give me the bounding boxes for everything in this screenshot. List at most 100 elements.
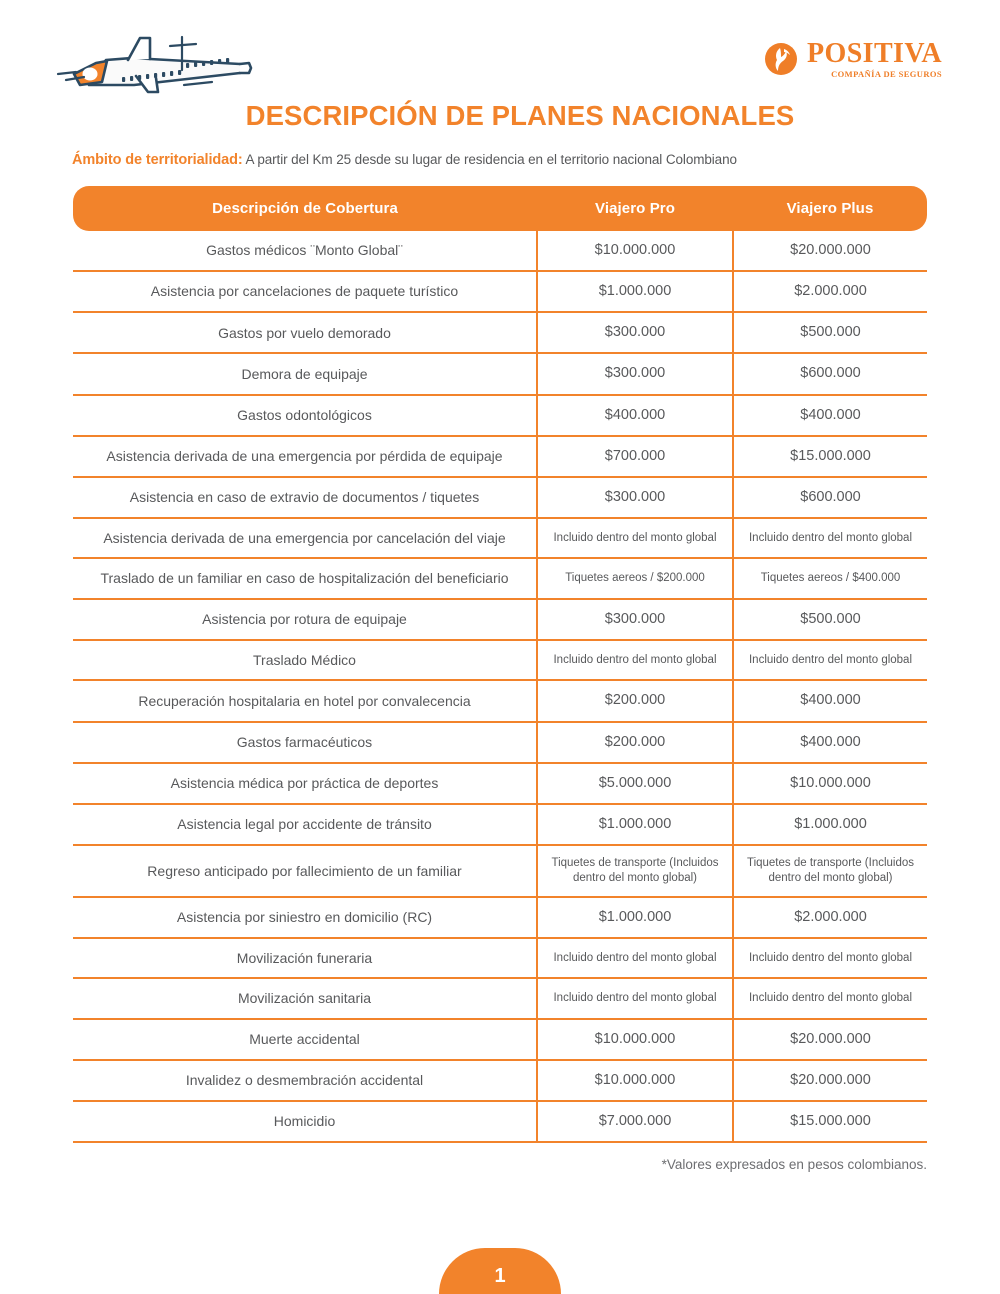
- table-body: Gastos médicos ¨Monto Global¨ $10.000.000…: [73, 231, 927, 1144]
- column-header-description: Descripción de Cobertura: [73, 186, 537, 231]
- page-header: POSITIVA COMPAÑÍA DE SEGUROS DESCRIPCIÓN…: [0, 0, 1000, 140]
- scope-label: Ámbito de territorialidad:: [72, 152, 243, 168]
- coverage-description-cell: Invalidez o desmembración accidental: [73, 1059, 537, 1103]
- viajero-plus-value-cell: Tiquetes de transporte (Incluidos dentro…: [732, 844, 927, 898]
- viajero-plus-value-cell: $15.000.000: [732, 1101, 927, 1144]
- coverage-description-cell: Gastos odontológicos: [73, 394, 537, 437]
- viajero-pro-value-cell: $10.000.000: [536, 231, 733, 273]
- table-row: Demora de equipaje $300.000 $600.000: [73, 353, 927, 396]
- coverage-description-cell: Asistencia por siniestro en domicilio (R…: [73, 896, 537, 939]
- column-header-viajero-pro: Viajero Pro: [537, 186, 733, 231]
- coverage-description-cell: Asistencia médica por práctica de deport…: [73, 762, 537, 805]
- viajero-pro-value-cell: $7.000.000: [536, 1101, 733, 1144]
- column-header-viajero-plus: Viajero Plus: [733, 186, 927, 231]
- viajero-pro-value-cell: $5.000.000: [536, 762, 733, 805]
- viajero-pro-value-cell: $200.000: [536, 721, 733, 764]
- table-row: Asistencia por rotura de equipaje $300.00…: [73, 598, 927, 641]
- coverage-table: Descripción de Cobertura Viajero Pro Via…: [73, 186, 927, 1144]
- table-row: Gastos odontológicos $400.000 $400.000: [73, 394, 927, 437]
- viajero-plus-value-cell: Incluido dentro del monto global: [732, 517, 927, 560]
- viajero-plus-value-cell: $600.000: [732, 476, 927, 519]
- viajero-pro-value-cell: Tiquetes aereos / $200.000: [536, 558, 733, 600]
- table-row: Gastos farmacéuticos $200.000 $400.000: [73, 721, 927, 764]
- viajero-plus-value-cell: $400.000: [732, 721, 927, 764]
- viajero-pro-value-cell: Incluido dentro del monto global: [536, 978, 733, 1020]
- viajero-pro-value-cell: Incluido dentro del monto global: [536, 639, 733, 682]
- coverage-description-cell: Asistencia por rotura de equipaje: [73, 598, 537, 641]
- viajero-pro-value-cell: $1.000.000: [536, 803, 733, 846]
- coverage-description-cell: Homicidio: [73, 1101, 537, 1144]
- viajero-plus-value-cell: Incluido dentro del monto global: [732, 937, 927, 980]
- coverage-description-cell: Asistencia en caso de extravio de docume…: [73, 476, 537, 519]
- coverage-description-cell: Movilización sanitaria: [73, 978, 537, 1020]
- coverage-description-cell: Traslado de un familiar en caso de hospi…: [73, 558, 537, 600]
- viajero-plus-value-cell: Incluido dentro del monto global: [732, 978, 927, 1020]
- coverage-description-cell: Traslado Médico: [73, 639, 537, 682]
- viajero-plus-value-cell: $500.000: [732, 312, 927, 355]
- airplane-icon: [44, 30, 254, 98]
- viajero-pro-value-cell: Tiquetes de transporte (Incluidos dentro…: [536, 844, 733, 898]
- scope-line: Ámbito de territorialidad: A partir del …: [0, 152, 1000, 168]
- table-row: Traslado de un familiar en caso de hospi…: [73, 558, 927, 600]
- table-row: Muerte accidental $10.000.000 $20.000.000: [73, 1018, 927, 1061]
- coverage-description-cell: Regreso anticipado por fallecimiento de …: [73, 844, 537, 898]
- table-row: Homicidio $7.000.000 $15.000.000: [73, 1101, 927, 1144]
- coverage-description-cell: Muerte accidental: [73, 1018, 537, 1061]
- viajero-plus-value-cell: $20.000.000: [732, 1018, 927, 1061]
- coverage-description-cell: Asistencia derivada de una emergencia po…: [73, 435, 537, 478]
- viajero-pro-value-cell: Incluido dentro del monto global: [536, 517, 733, 560]
- page-title: DESCRIPCIÓN DE PLANES NACIONALES: [245, 100, 795, 131]
- coverage-description-cell: Recuperación hospitalaria en hotel por c…: [73, 680, 537, 723]
- viajero-pro-value-cell: $300.000: [536, 476, 733, 519]
- table-header-row: Descripción de Cobertura Viajero Pro Via…: [73, 186, 927, 231]
- viajero-pro-value-cell: $300.000: [536, 598, 733, 641]
- viajero-plus-value-cell: Incluido dentro del monto global: [732, 639, 927, 682]
- table-row: Movilización sanitaria Incluido dentro de…: [73, 978, 927, 1020]
- viajero-pro-value-cell: $300.000: [536, 312, 733, 355]
- table-row: Movilización funeraria Incluido dentro de…: [73, 937, 927, 980]
- scope-text: A partir del Km 25 desde su lugar de res…: [242, 152, 738, 167]
- table-row: Traslado Médico Incluido dentro del monto…: [73, 639, 927, 682]
- coverage-description-cell: Demora de equipaje: [73, 353, 537, 396]
- table-row: Regreso anticipado por fallecimiento de …: [73, 844, 927, 898]
- footnote: *Valores expresados en pesos colombianos…: [661, 1157, 927, 1173]
- positiva-bird-icon: [764, 42, 798, 76]
- coverage-description-cell: Asistencia derivada de una emergencia po…: [73, 517, 537, 560]
- coverage-description-cell: Gastos médicos ¨Monto Global¨: [73, 231, 537, 273]
- viajero-plus-value-cell: $1.000.000: [732, 803, 927, 846]
- coverage-table-wrapper: Descripción de Cobertura Viajero Pro Via…: [73, 186, 927, 1144]
- viajero-pro-value-cell: $10.000.000: [536, 1018, 733, 1061]
- table-row: Asistencia derivada de una emergencia po…: [73, 517, 927, 560]
- viajero-plus-value-cell: $500.000: [732, 598, 927, 641]
- viajero-pro-value-cell: $10.000.000: [536, 1059, 733, 1103]
- viajero-plus-value-cell: $600.000: [732, 353, 927, 396]
- coverage-description-cell: Gastos farmacéuticos: [73, 721, 537, 764]
- table-row: Asistencia por siniestro en domicilio (R…: [73, 896, 927, 939]
- table-row: Asistencia en caso de extravio de docume…: [73, 476, 927, 519]
- table-header: Descripción de Cobertura Viajero Pro Via…: [73, 186, 927, 231]
- viajero-pro-value-cell: $200.000: [536, 680, 733, 723]
- table-row: Asistencia médica por práctica de deport…: [73, 762, 927, 805]
- viajero-plus-value-cell: $400.000: [732, 680, 927, 723]
- coverage-description-cell: Movilización funeraria: [73, 937, 537, 980]
- viajero-plus-value-cell: $400.000: [732, 394, 927, 437]
- viajero-pro-value-cell: $400.000: [536, 394, 733, 437]
- table-row: Gastos médicos ¨Monto Global¨ $10.000.000…: [73, 231, 927, 273]
- table-row: Recuperación hospitalaria en hotel por c…: [73, 680, 927, 723]
- coverage-description-cell: Asistencia por cancelaciones de paquete …: [73, 271, 537, 314]
- table-row: Asistencia derivada de una emergencia po…: [73, 435, 927, 478]
- viajero-pro-value-cell: Incluido dentro del monto global: [536, 937, 733, 980]
- viajero-plus-value-cell: $20.000.000: [732, 231, 927, 273]
- coverage-description-cell: Gastos por vuelo demorado: [73, 312, 537, 355]
- table-row: Gastos por vuelo demorado $300.000 $500.00…: [73, 312, 927, 355]
- viajero-pro-value-cell: $1.000.000: [536, 896, 733, 939]
- viajero-pro-value-cell: $700.000: [536, 435, 733, 478]
- viajero-plus-value-cell: $2.000.000: [732, 896, 927, 939]
- coverage-description-cell: Asistencia legal por accidente de tránsi…: [73, 803, 537, 846]
- viajero-pro-value-cell: $1.000.000: [536, 271, 733, 314]
- viajero-plus-value-cell: $10.000.000: [732, 762, 927, 805]
- table-row: Asistencia por cancelaciones de paquete …: [73, 271, 927, 314]
- viajero-pro-value-cell: $300.000: [536, 353, 733, 396]
- table-row: Invalidez o desmembración accidental $10.…: [73, 1059, 927, 1103]
- brand-tagline: COMPAÑÍA DE SEGUROS: [831, 69, 942, 79]
